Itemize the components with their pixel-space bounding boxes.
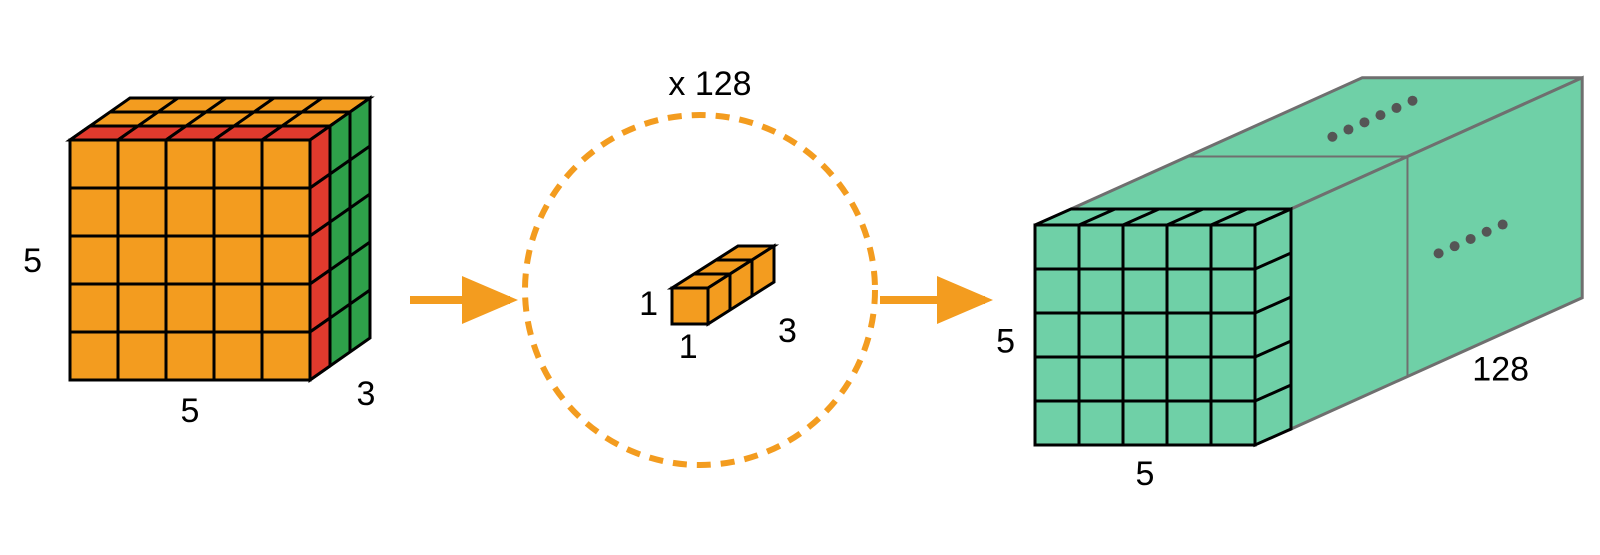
output-dim-w: 5: [1136, 455, 1155, 493]
kernel-dim-w: 1: [679, 328, 698, 366]
output-dim-h: 5: [996, 323, 1015, 361]
kernel-dim-d: 3: [778, 312, 797, 350]
kernel-dim-h: 1: [639, 285, 658, 323]
kernel-mult-label: x 128: [668, 65, 751, 103]
input-dim-d: 3: [357, 375, 376, 413]
input-tensor: [70, 98, 370, 380]
output-dim-d: 128: [1472, 351, 1529, 389]
kernel-group: [525, 115, 875, 465]
output-tensor: [1035, 78, 1582, 445]
input-dim-h: 5: [23, 242, 42, 280]
input-dim-w: 5: [181, 392, 200, 430]
